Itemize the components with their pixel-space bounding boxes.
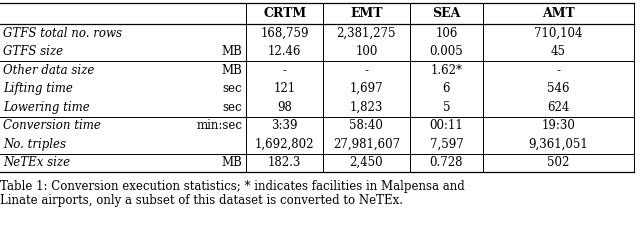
Text: 6: 6 [443, 82, 450, 95]
Text: 5: 5 [443, 101, 450, 114]
Text: 106: 106 [435, 27, 458, 40]
Text: 2,450: 2,450 [349, 156, 383, 169]
Text: 1,697: 1,697 [349, 82, 383, 95]
Text: MB: MB [221, 64, 243, 77]
Text: 710,104: 710,104 [534, 27, 582, 40]
Text: 00:11: 00:11 [429, 119, 463, 132]
Text: Other data size: Other data size [3, 64, 94, 77]
Text: -: - [364, 64, 369, 77]
Text: -: - [556, 64, 561, 77]
Text: SEA: SEA [432, 7, 461, 20]
Text: NeTEx size: NeTEx size [3, 156, 70, 169]
Text: 1.62*: 1.62* [430, 64, 462, 77]
Text: 45: 45 [551, 45, 566, 58]
Text: 100: 100 [355, 45, 378, 58]
Text: 9,361,051: 9,361,051 [529, 138, 588, 151]
Text: Lowering time: Lowering time [3, 101, 90, 114]
Text: 27,981,607: 27,981,607 [333, 138, 400, 151]
Text: 19:30: 19:30 [541, 119, 575, 132]
Text: EMT: EMT [350, 7, 383, 20]
Text: 7,597: 7,597 [429, 138, 463, 151]
Text: 502: 502 [547, 156, 570, 169]
Text: AMT: AMT [542, 7, 575, 20]
Text: Table 1: Conversion execution statistics; * indicates facilities in Malpensa and: Table 1: Conversion execution statistics… [0, 180, 465, 193]
Text: 1,823: 1,823 [349, 101, 383, 114]
Text: No. triples: No. triples [3, 138, 66, 151]
Text: Lifting time: Lifting time [3, 82, 73, 95]
Text: -: - [283, 64, 287, 77]
Text: sec: sec [223, 82, 243, 95]
Text: CRTM: CRTM [263, 7, 307, 20]
Text: 182.3: 182.3 [268, 156, 301, 169]
Text: 1,692,802: 1,692,802 [255, 138, 314, 151]
Text: 2,381,275: 2,381,275 [337, 27, 396, 40]
Text: sec: sec [223, 101, 243, 114]
Text: 12.46: 12.46 [268, 45, 301, 58]
Text: 98: 98 [277, 101, 292, 114]
Text: Conversion time: Conversion time [3, 119, 101, 132]
Text: min:sec: min:sec [196, 119, 243, 132]
Text: Linate airports, only a subset of this dataset is converted to NeTEx.: Linate airports, only a subset of this d… [0, 194, 403, 207]
Text: MB: MB [221, 156, 243, 169]
Text: 546: 546 [547, 82, 570, 95]
Text: 3:39: 3:39 [271, 119, 298, 132]
Text: MB: MB [221, 45, 243, 58]
Text: 0.005: 0.005 [429, 45, 463, 58]
Text: GTFS total no. rows: GTFS total no. rows [3, 27, 122, 40]
Text: 168,759: 168,759 [260, 27, 309, 40]
Text: 58:40: 58:40 [349, 119, 383, 132]
Text: 121: 121 [274, 82, 296, 95]
Text: GTFS size: GTFS size [3, 45, 63, 58]
Text: 624: 624 [547, 101, 570, 114]
Text: 0.728: 0.728 [429, 156, 463, 169]
